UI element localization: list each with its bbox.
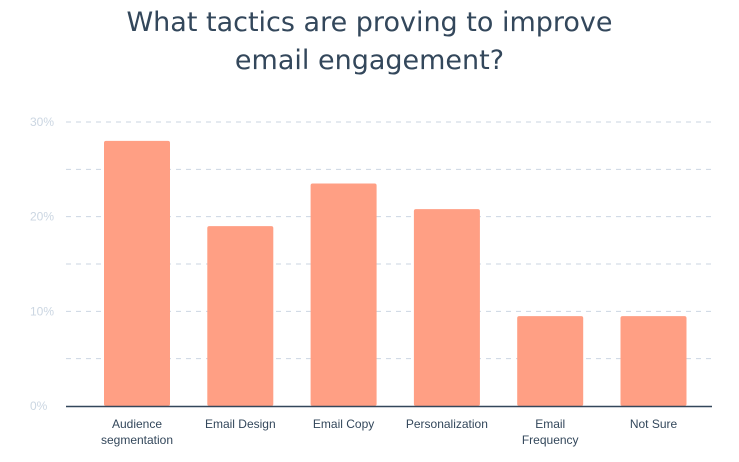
bars (104, 140, 687, 406)
category-label: Not Sure (630, 417, 678, 431)
category-label: Frequency (522, 433, 579, 447)
bar-4 (517, 316, 584, 406)
chart-title-line-2: email engagement? (234, 45, 505, 76)
category-label: Email (535, 417, 565, 431)
bar-2 (310, 183, 377, 406)
y-axis-ticks: 0% 10% 20% 30% (30, 115, 54, 413)
bar-1 (207, 226, 274, 406)
gridlines (66, 121, 712, 360)
category-labels: Audience segmentation Email Design Email Co… (101, 417, 678, 447)
chart-title: What tactics are proving to improve emai… (0, 4, 739, 80)
category-label: Email Copy (313, 417, 374, 431)
y-tick-label: 30% (30, 115, 54, 129)
chart-title-line-1: What tactics are proving to improve (126, 7, 613, 38)
y-tick-label: 20% (30, 210, 54, 224)
bar-5 (620, 316, 687, 406)
bar-0 (104, 140, 170, 406)
y-tick-label: 0% (30, 399, 48, 413)
category-label: Audience (112, 417, 162, 431)
category-label: Email Design (205, 417, 276, 431)
bar-3 (413, 209, 480, 406)
category-label: segmentation (101, 433, 173, 447)
category-label: Personalization (406, 417, 488, 431)
y-tick-label: 10% (30, 304, 54, 318)
